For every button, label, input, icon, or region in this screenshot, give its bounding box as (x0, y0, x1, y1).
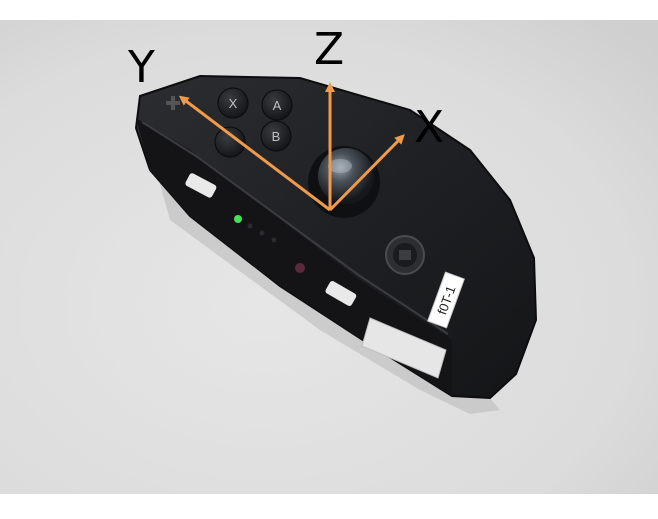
button-x-label: X (229, 96, 238, 111)
button-b-label: B (272, 129, 281, 144)
plus-icon[interactable] (166, 96, 180, 110)
button-b[interactable]: B (260, 120, 292, 152)
y-axis-label: Y (128, 42, 155, 93)
button-y[interactable] (214, 126, 246, 158)
x-axis-arrow (328, 134, 405, 212)
button-x[interactable]: X (217, 87, 249, 119)
y-axis-arrow (178, 95, 331, 212)
rail-edge (141, 121, 449, 335)
home-icon[interactable] (385, 235, 425, 275)
release-tab (361, 317, 447, 379)
z-axis-label: Z (314, 24, 345, 75)
top-border (0, 0, 658, 20)
x-axis-label: X (414, 102, 445, 153)
button-a[interactable]: A (261, 89, 293, 121)
sl-button[interactable] (184, 172, 217, 198)
sr-button[interactable] (324, 280, 357, 307)
sync-button[interactable] (295, 263, 305, 273)
player-led (247, 223, 253, 229)
player-led (271, 237, 277, 243)
player-led-green (234, 215, 242, 223)
bottom-border (0, 494, 658, 514)
button-a-label: A (273, 98, 282, 113)
player-led (259, 230, 265, 236)
analog-stick-icon[interactable] (308, 146, 380, 218)
